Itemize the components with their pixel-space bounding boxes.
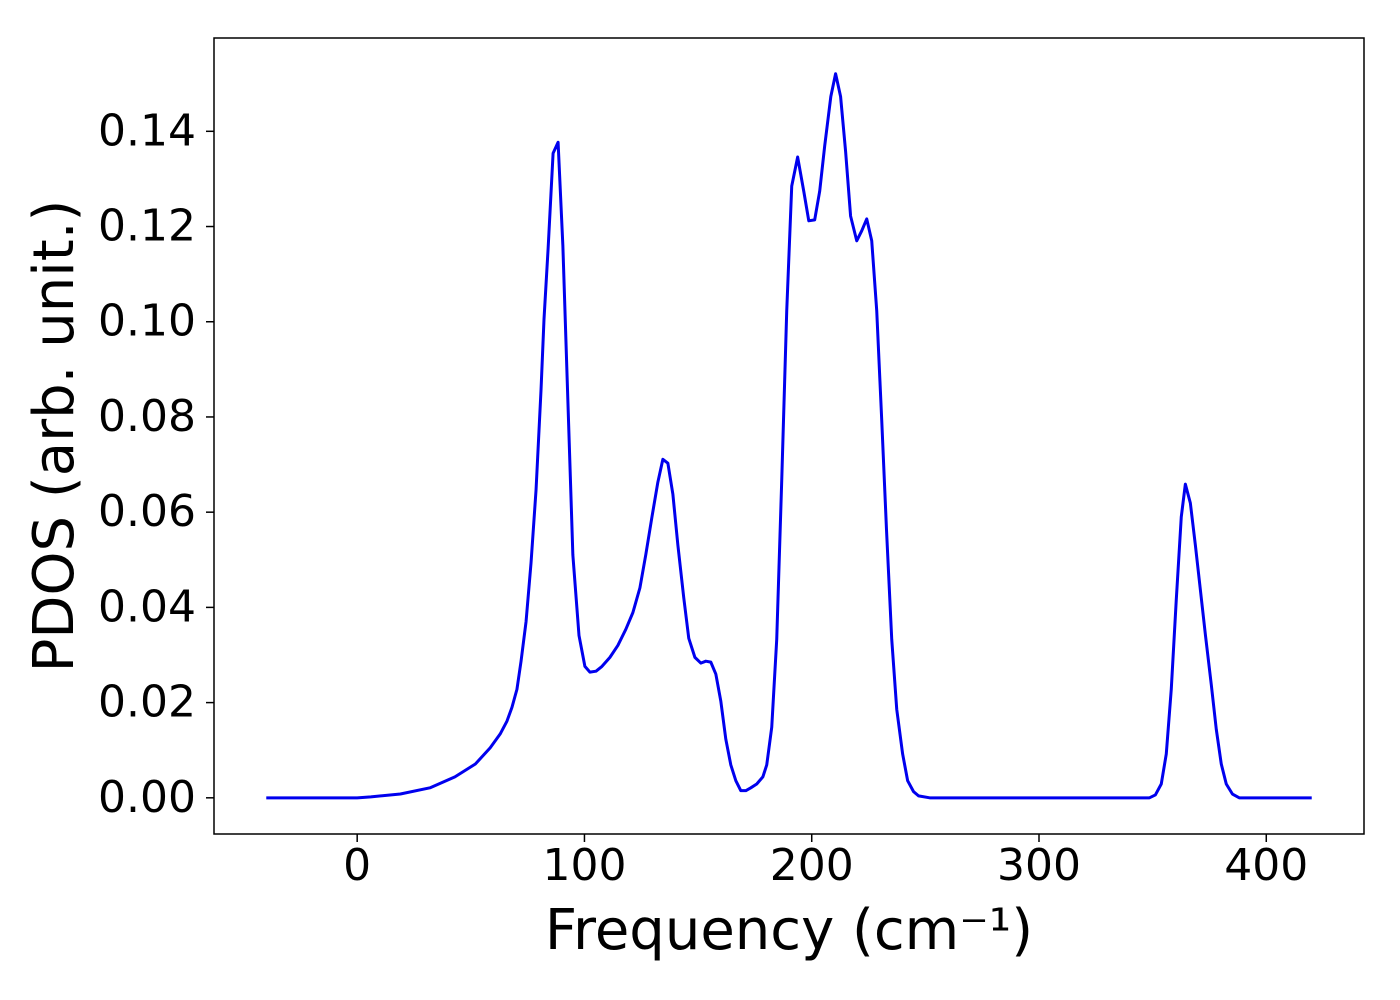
- x-tick-label: 0: [343, 840, 371, 891]
- x-axis-label: Frequency (cm⁻¹): [545, 898, 1033, 963]
- x-tick-label: 400: [1224, 840, 1308, 891]
- y-tick-label: 0.14: [98, 105, 196, 156]
- y-tick-label: 0.06: [98, 486, 196, 537]
- y-axis-label: PDOS (arb. unit.): [22, 200, 87, 673]
- x-tick-label: 100: [542, 840, 626, 891]
- y-tick-label: 0.08: [98, 391, 196, 442]
- plot-frame: [213, 37, 1365, 835]
- line: [266, 72, 1312, 800]
- x-tick-label: 200: [770, 840, 854, 891]
- x-tick-label: 300: [997, 840, 1081, 891]
- y-tick-label: 0.00: [98, 772, 196, 823]
- y-tick-label: 0.12: [98, 201, 196, 252]
- y-tick-label: 0.10: [98, 296, 196, 347]
- y-tick-label: 0.04: [98, 581, 196, 632]
- y-tick-label: 0.02: [98, 677, 196, 728]
